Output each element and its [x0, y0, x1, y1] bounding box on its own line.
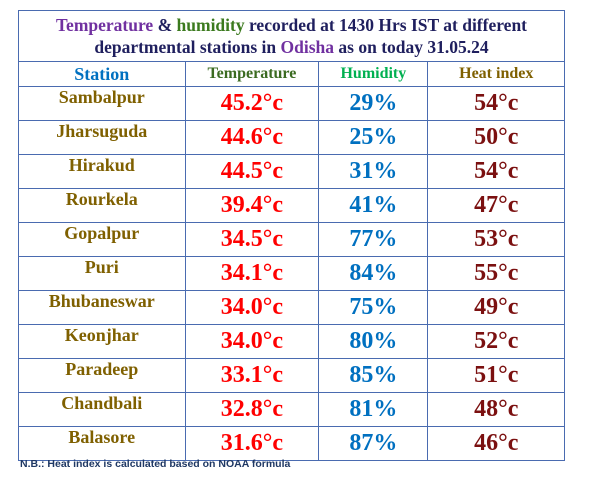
heat-index-cell: 50°c: [427, 120, 565, 155]
station-cell: Paradeep: [18, 358, 186, 393]
temperature-cell: 44.5°c: [184, 154, 320, 189]
heat-index-cell: 54°c: [427, 86, 565, 121]
station-cell: Jharsuguda: [18, 120, 186, 155]
humidity-cell: 77%: [318, 222, 429, 257]
table-row: Hirakud 44.5°c 31% 54°c: [18, 154, 565, 189]
title-humidity-word: humidity: [176, 15, 245, 35]
humidity-cell: 85%: [318, 358, 429, 393]
humidity-cell: 29%: [318, 86, 429, 121]
humidity-cell: 80%: [318, 324, 429, 359]
title-line2-rest: as on today 31.05.24: [334, 37, 489, 57]
temperature-cell: 39.4°c: [184, 188, 320, 223]
heat-index-cell: 55°c: [427, 256, 565, 291]
header-humidity: Humidity: [318, 61, 429, 87]
title-line1-rest: recorded at 1430 Hrs IST at different: [244, 15, 528, 35]
temperature-cell: 34.0°c: [184, 290, 320, 325]
humidity-cell: 84%: [318, 256, 429, 291]
heat-index-cell: 47°c: [427, 188, 565, 223]
table-row: Jharsuguda 44.6°c 25% 50°c: [18, 120, 565, 155]
header-temperature: Temperature: [184, 61, 320, 87]
weather-table: Temperature & humidity recorded at 1430 …: [18, 10, 565, 461]
station-cell: Hirakud: [18, 154, 186, 189]
heat-index-cell: 53°c: [427, 222, 565, 257]
heat-index-cell: 51°c: [427, 358, 565, 393]
heat-index-cell: 48°c: [427, 392, 565, 427]
temperature-cell: 31.6°c: [184, 426, 320, 461]
header-station: Station: [18, 61, 186, 87]
header-row: Station Temperature Humidity Heat index: [18, 61, 565, 87]
heat-index-cell: 49°c: [427, 290, 565, 325]
humidity-cell: 81%: [318, 392, 429, 427]
temperature-cell: 33.1°c: [184, 358, 320, 393]
humidity-cell: 31%: [318, 154, 429, 189]
title-state: Odisha: [280, 37, 335, 57]
title-row: Temperature & humidity recorded at 1430 …: [18, 10, 565, 62]
temperature-cell: 45.2°c: [184, 86, 320, 121]
temperature-cell: 34.0°c: [184, 324, 320, 359]
humidity-cell: 75%: [318, 290, 429, 325]
table-title: Temperature & humidity recorded at 1430 …: [18, 10, 565, 62]
temperature-cell: 34.1°c: [184, 256, 320, 291]
header-heat-index: Heat index: [427, 61, 565, 87]
title-ampersand: &: [153, 15, 177, 35]
table-row: Bhubaneswar 34.0°c 75% 49°c: [18, 290, 565, 325]
temperature-cell: 44.6°c: [184, 120, 320, 155]
station-cell: Chandbali: [18, 392, 186, 427]
station-cell: Sambalpur: [18, 86, 186, 121]
station-cell: Bhubaneswar: [18, 290, 186, 325]
table-row: Sambalpur 45.2°c 29% 54°c: [18, 86, 565, 121]
temperature-cell: 32.8°c: [184, 392, 320, 427]
table-row: Balasore 31.6°c 87% 46°c: [18, 426, 565, 461]
humidity-cell: 25%: [318, 120, 429, 155]
table-row: Rourkela 39.4°c 41% 47°c: [18, 188, 565, 223]
table-row: Puri 34.1°c 84% 55°c: [18, 256, 565, 291]
table-row: Gopalpur 34.5°c 77% 53°c: [18, 222, 565, 257]
table-row: Chandbali 32.8°c 81% 48°c: [18, 392, 565, 427]
table-body: Temperature & humidity recorded at 1430 …: [18, 10, 565, 461]
title-line2-start: departmental stations in: [94, 37, 281, 57]
station-cell: Rourkela: [18, 188, 186, 223]
humidity-cell: 41%: [318, 188, 429, 223]
heat-index-cell: 46°c: [427, 426, 565, 461]
temperature-cell: 34.5°c: [184, 222, 320, 257]
table-row: Keonjhar 34.0°c 80% 52°c: [18, 324, 565, 359]
station-cell: Balasore: [18, 426, 186, 461]
table-row: Paradeep 33.1°c 85% 51°c: [18, 358, 565, 393]
station-cell: Gopalpur: [18, 222, 186, 257]
title-temperature-word: Temperature: [55, 15, 154, 35]
footnote: N.B.: Heat index is calculated based on …: [20, 458, 291, 470]
heat-index-cell: 52°c: [427, 324, 565, 359]
station-cell: Keonjhar: [18, 324, 186, 359]
humidity-cell: 87%: [318, 426, 429, 461]
heat-index-cell: 54°c: [427, 154, 565, 189]
station-cell: Puri: [18, 256, 186, 291]
